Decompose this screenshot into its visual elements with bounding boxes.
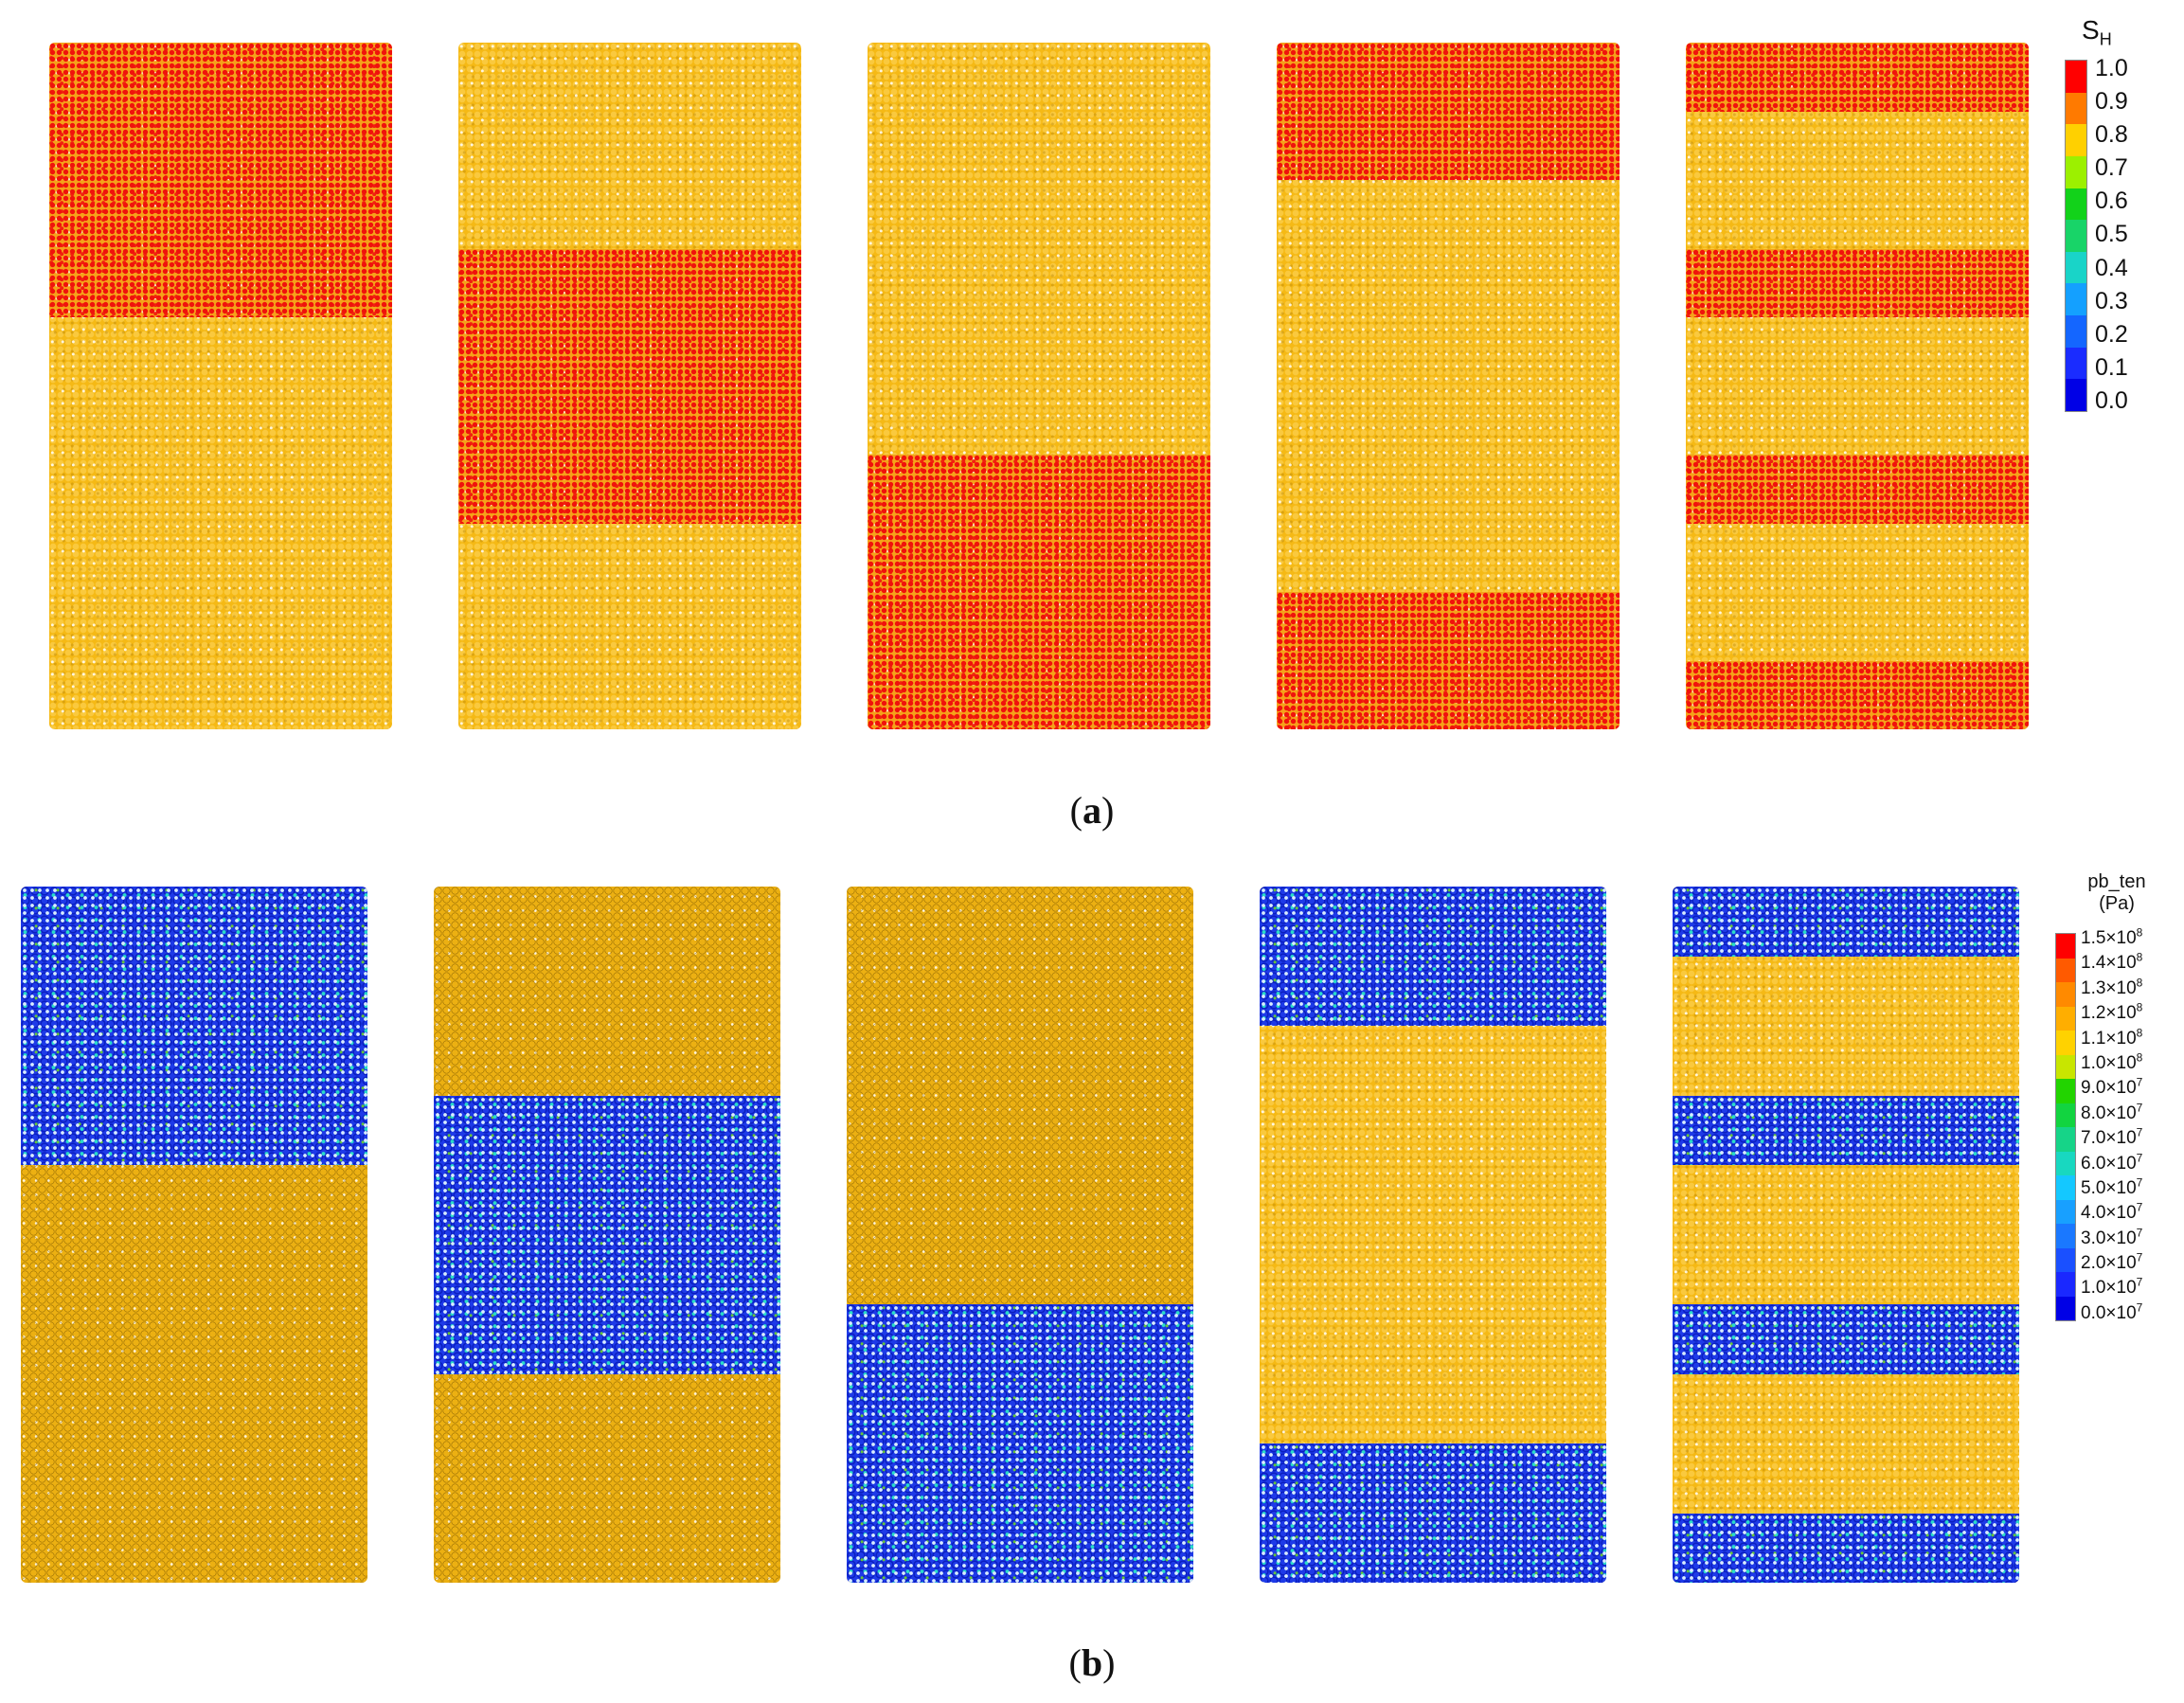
legend-sh-swatch-10 [2066,379,2086,412]
sample-b-5 [1673,887,2019,1583]
legend-sh-label-1: 0.9 [2095,88,2128,116]
sample-a-4-band-2 [1277,592,1620,729]
sample-a-5-band-2 [1686,248,2029,317]
legend-pb-ten-label-9: 6.0×107 [2081,1151,2143,1174]
legend-pb-ten-label-13: 2.0×107 [2081,1250,2143,1274]
legend-sh-colorbar [2065,60,2087,412]
legend-pb-ten-label-2: 1.3×108 [2081,976,2143,998]
legend-pb-ten-label-8: 7.0×107 [2081,1125,2143,1149]
legend-pb-ten-colorbar [2055,933,2076,1321]
legend-pb-ten-label-5: 1.0×108 [2081,1050,2143,1073]
legend-sh-swatch-6 [2066,251,2086,284]
legend-pb-ten-label-15: 0.0×107 [2081,1300,2143,1323]
sample-a-4 [1277,43,1620,729]
legend-pb-ten-swatch-4 [2056,1031,2075,1055]
sample-a-5-band-4 [1686,660,2029,729]
legend-pb-ten-swatch-8 [2056,1127,2075,1152]
sample-b-5-band-2 [1673,1095,2019,1165]
legend-pb-ten-swatch-6 [2056,1079,2075,1103]
sample-b-5-band-1 [1673,887,2019,957]
legend-pb-ten-swatch-3 [2056,1006,2075,1031]
legend-pb-ten-swatch-15 [2056,1296,2075,1320]
legend-sh-label-3: 0.7 [2095,154,2128,182]
legend-pb-ten-label-7: 8.0×107 [2081,1101,2143,1123]
sample-b-3-band-1 [847,1304,1193,1583]
sample-a-5-band-3 [1686,455,2029,524]
legend-sh-label-7: 0.3 [2095,287,2128,314]
legend-pb-ten: pb_ten (Pa) 1.5×108 1.4×108 1.3×108 1.2×108… [2050,871,2183,1326]
legend-pb-ten-swatch-14 [2056,1272,2075,1297]
legend-pb-ten-swatch-12 [2056,1224,2075,1248]
sample-b-1 [21,887,367,1583]
legend-sh-label-2: 0.8 [2095,121,2128,149]
legend-pb-ten-label-11: 4.0×107 [2081,1200,2143,1224]
legend-sh-swatch-1 [2066,92,2086,125]
legend-pb-ten-title: pb_ten (Pa) [2087,871,2146,914]
legend-sh-label-6: 0.4 [2095,254,2128,281]
sample-a-4-band-1 [1277,43,1620,180]
legend-pb-ten-swatch-5 [2056,1054,2075,1079]
legend-sh-title: SH [2082,15,2112,49]
legend-sh-swatch-5 [2066,220,2086,252]
legend-sh-labels: 1.0 0.9 0.8 0.7 0.6 0.5 0.4 0.3 0.2 0.1 0.0 [2095,55,2128,415]
legend-sh-label-0: 1.0 [2095,55,2128,81]
legend-pb-ten-label-14: 1.0×107 [2081,1276,2143,1299]
legend-pb-ten-label-4: 1.1×108 [2081,1026,2143,1049]
legend-pb-ten-label-3: 1.2×108 [2081,1000,2143,1024]
legend-pb-ten-label-12: 3.0×107 [2081,1226,2143,1248]
sample-b-4-band-2 [1260,1443,1606,1583]
sample-a-1 [49,43,392,729]
legend-pb-ten-label-10: 5.0×107 [2081,1175,2143,1198]
legend-sh-swatch-7 [2066,283,2086,316]
legend-sh-swatch-8 [2066,315,2086,348]
sample-b-2 [434,887,780,1583]
legend-pb-ten-swatch-9 [2056,1151,2075,1175]
legend-sh-swatch-4 [2066,188,2086,221]
legend-sh-swatch-2 [2066,124,2086,156]
legend-sh-label-8: 0.2 [2095,320,2128,348]
sample-a-5 [1686,43,2029,729]
legend-sh-swatch-3 [2066,155,2086,188]
sample-b-1-band-1 [21,887,367,1165]
legend-pb-ten-label-0: 1.5×108 [2081,925,2143,948]
legend-sh-label-9: 0.1 [2095,353,2128,381]
sample-a-2 [458,43,801,729]
legend-pb-ten-swatch-13 [2056,1247,2075,1272]
legend-sh-swatch-0 [2066,61,2086,93]
sample-b-3 [847,887,1193,1583]
legend-pb-ten-swatch-2 [2056,982,2075,1007]
legend-pb-ten-label-1: 1.4×108 [2081,951,2143,974]
sample-a-1-band-1 [49,43,392,317]
panel-a-label: (a) [1069,789,1115,832]
panel-b: pb_ten (Pa) 1.5×108 1.4×108 1.3×108 1.2×108… [0,843,2184,1703]
sample-a-2-band-1 [458,248,801,524]
panel-a: SH 1.0 0.9 0.8 0.7 0.6 0.5 0.4 0.3 0.2 0.1 0.0 (a) [0,0,2184,843]
legend-sh-label-10: 0.0 [2095,386,2128,414]
legend-pb-ten-swatch-0 [2056,934,2075,959]
legend-pb-ten-swatch-10 [2056,1175,2075,1200]
legend-pb-ten-swatch-11 [2056,1199,2075,1224]
legend-sh-label-4: 0.6 [2095,188,2128,215]
legend-pb-ten-labels: 1.5×108 1.4×108 1.3×108 1.2×108 1.1×108 1.0×1… [2081,925,2143,1324]
sample-b-2-band-1 [434,1095,780,1374]
sample-a-3 [868,43,1210,729]
sample-a-3-band-1 [868,455,1210,729]
sample-b-4 [1260,887,1606,1583]
legend-sh-label-5: 0.5 [2095,221,2128,248]
panel-b-label: (b) [1068,1641,1116,1684]
sample-b-5-band-4 [1673,1513,2019,1583]
sample-b-4-band-1 [1260,887,1606,1026]
legend-pb-ten-swatch-7 [2056,1102,2075,1127]
sample-a-5-band-1 [1686,43,2029,112]
sample-b-5-band-3 [1673,1304,2019,1374]
legend-pb-ten-label-6: 9.0×107 [2081,1076,2143,1099]
legend-pb-ten-swatch-1 [2056,958,2075,982]
legend-sh-swatch-9 [2066,347,2086,380]
legend-sh: SH 1.0 0.9 0.8 0.7 0.6 0.5 0.4 0.3 0.2 0.1 0.0 [2065,8,2178,415]
